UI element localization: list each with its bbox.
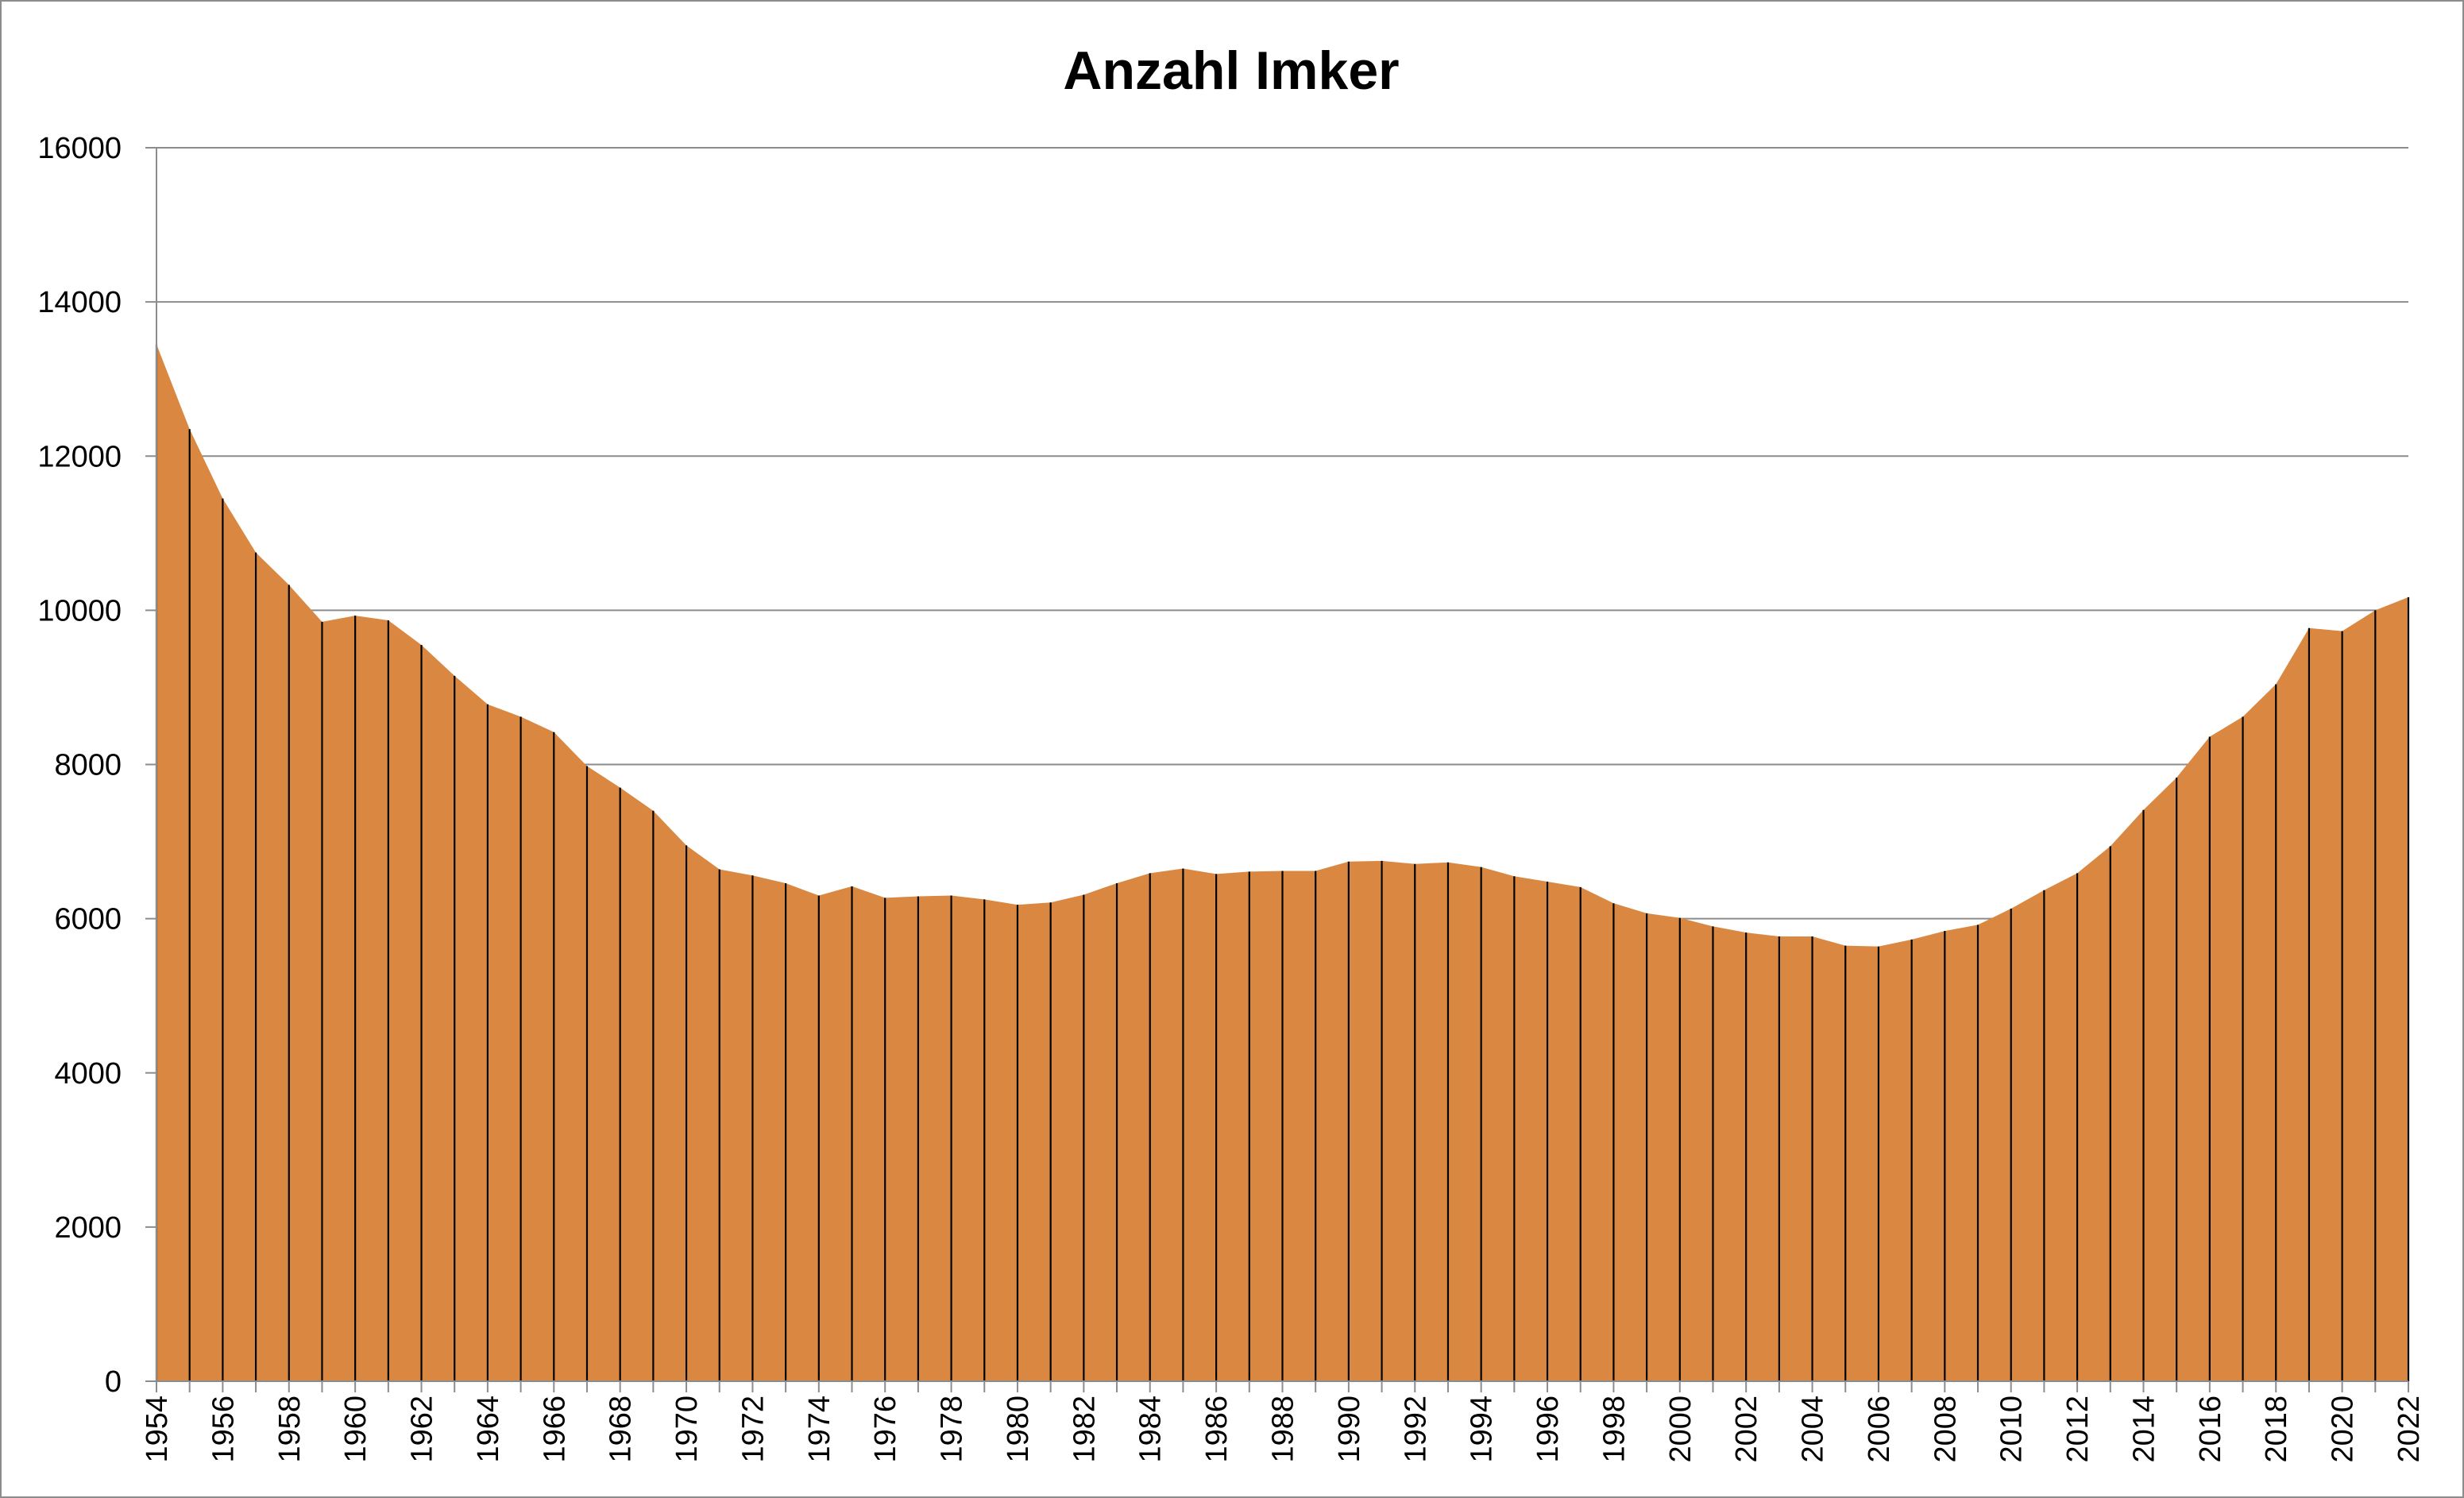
y-tick-label-10000: 10000 — [37, 594, 122, 627]
x-tick-label-1984: 1984 — [1134, 1396, 1168, 1463]
x-tick-label-1998: 1998 — [1597, 1396, 1631, 1463]
x-tick-label-2010: 2010 — [1995, 1396, 2029, 1463]
x-tick-label-1960: 1960 — [339, 1396, 373, 1463]
x-tick-label-1976: 1976 — [869, 1396, 902, 1463]
y-tick-label-14000: 14000 — [37, 286, 122, 319]
x-tick-label-1978: 1978 — [936, 1396, 969, 1463]
x-tick-label-2002: 2002 — [1730, 1396, 1763, 1463]
y-tick-label-12000: 12000 — [37, 440, 122, 473]
x-tick-label-2008: 2008 — [1929, 1396, 1962, 1463]
x-tick-label-2012: 2012 — [2061, 1396, 2095, 1463]
y-tick-labels: 0 2000 4000 6000 8000 10000 12000 14000 16000 — [37, 132, 122, 1399]
x-tick-label-1974: 1974 — [803, 1396, 836, 1463]
x-tick-label-1990: 1990 — [1333, 1396, 1366, 1463]
x-tick-label-1994: 1994 — [1466, 1396, 1499, 1463]
x-tick-label-1954: 1954 — [141, 1396, 174, 1463]
axes — [145, 147, 2409, 1392]
y-tick-label-8000: 8000 — [54, 749, 122, 782]
y-tick-label-16000: 16000 — [37, 132, 122, 165]
y-tick-label-0: 0 — [105, 1365, 122, 1399]
x-tick-label-1982: 1982 — [1068, 1396, 1101, 1463]
x-tick-label-2006: 2006 — [1863, 1396, 1896, 1463]
x-tick-label-1996: 1996 — [1531, 1396, 1565, 1463]
x-tick-label-1988: 1988 — [1267, 1396, 1300, 1463]
x-tick-label-2000: 2000 — [1664, 1396, 1697, 1463]
y-tick-label-6000: 6000 — [54, 903, 122, 936]
x-tick-label-1958: 1958 — [273, 1396, 307, 1463]
y-tick-label-4000: 4000 — [54, 1057, 122, 1091]
x-tick-label-1968: 1968 — [604, 1396, 638, 1463]
x-tick-label-2014: 2014 — [2127, 1396, 2161, 1463]
x-tick-label-2020: 2020 — [2327, 1396, 2360, 1463]
x-tick-label-1992: 1992 — [1399, 1396, 1432, 1463]
x-tick-label-2018: 2018 — [2260, 1396, 2293, 1463]
x-tick-label-1972: 1972 — [736, 1396, 770, 1463]
x-tick-label-1962: 1962 — [406, 1396, 439, 1463]
x-tick-label-2016: 2016 — [2194, 1396, 2227, 1463]
x-tick-label-1986: 1986 — [1200, 1396, 1234, 1463]
x-tick-label-1956: 1956 — [207, 1396, 240, 1463]
y-tick-label-2000: 2000 — [54, 1211, 122, 1245]
x-tick-label-1970: 1970 — [670, 1396, 704, 1463]
x-tick-label-1964: 1964 — [472, 1396, 505, 1463]
x-tick-labels: 1954 1956 1958 1960 1962 1964 1966 1968 1970 1972… — [141, 1396, 2426, 1463]
chart-title: Anzahl Imker — [1063, 41, 1399, 101]
x-tick-label-2022: 2022 — [2393, 1396, 2426, 1463]
x-tick-label-1966: 1966 — [538, 1396, 571, 1463]
x-tick-label-2004: 2004 — [1797, 1396, 1830, 1463]
x-tick-label-1980: 1980 — [1002, 1396, 1035, 1463]
